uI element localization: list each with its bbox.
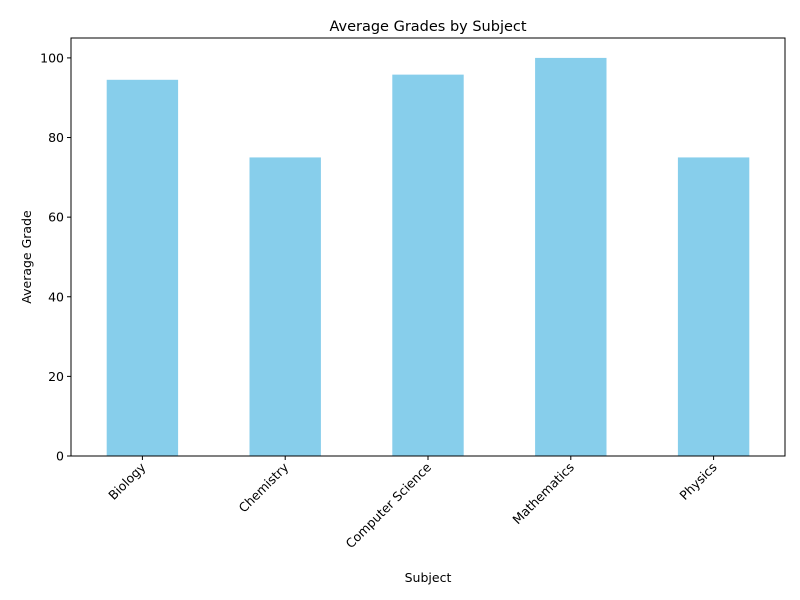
y-tick-label: 0 — [56, 449, 64, 464]
bars-group — [106, 57, 750, 457]
bar-computer-science — [392, 74, 464, 457]
y-tick-label: 20 — [48, 369, 64, 384]
chart-title: Average Grades by Subject — [329, 19, 526, 35]
x-axis-label: Subject — [405, 570, 452, 585]
y-axis: 0 20 40 60 80 100 — [40, 50, 71, 464]
y-tick-label: 40 — [48, 289, 64, 304]
y-tick-label: 60 — [48, 210, 64, 225]
bar-physics — [677, 157, 750, 456]
bar-mathematics — [535, 57, 607, 457]
y-tick-label: 100 — [40, 50, 64, 65]
y-axis-label: Average Grade — [19, 210, 34, 304]
y-tick-label: 80 — [48, 130, 64, 145]
bar-biology — [106, 79, 179, 457]
bar-chemistry — [249, 157, 321, 456]
